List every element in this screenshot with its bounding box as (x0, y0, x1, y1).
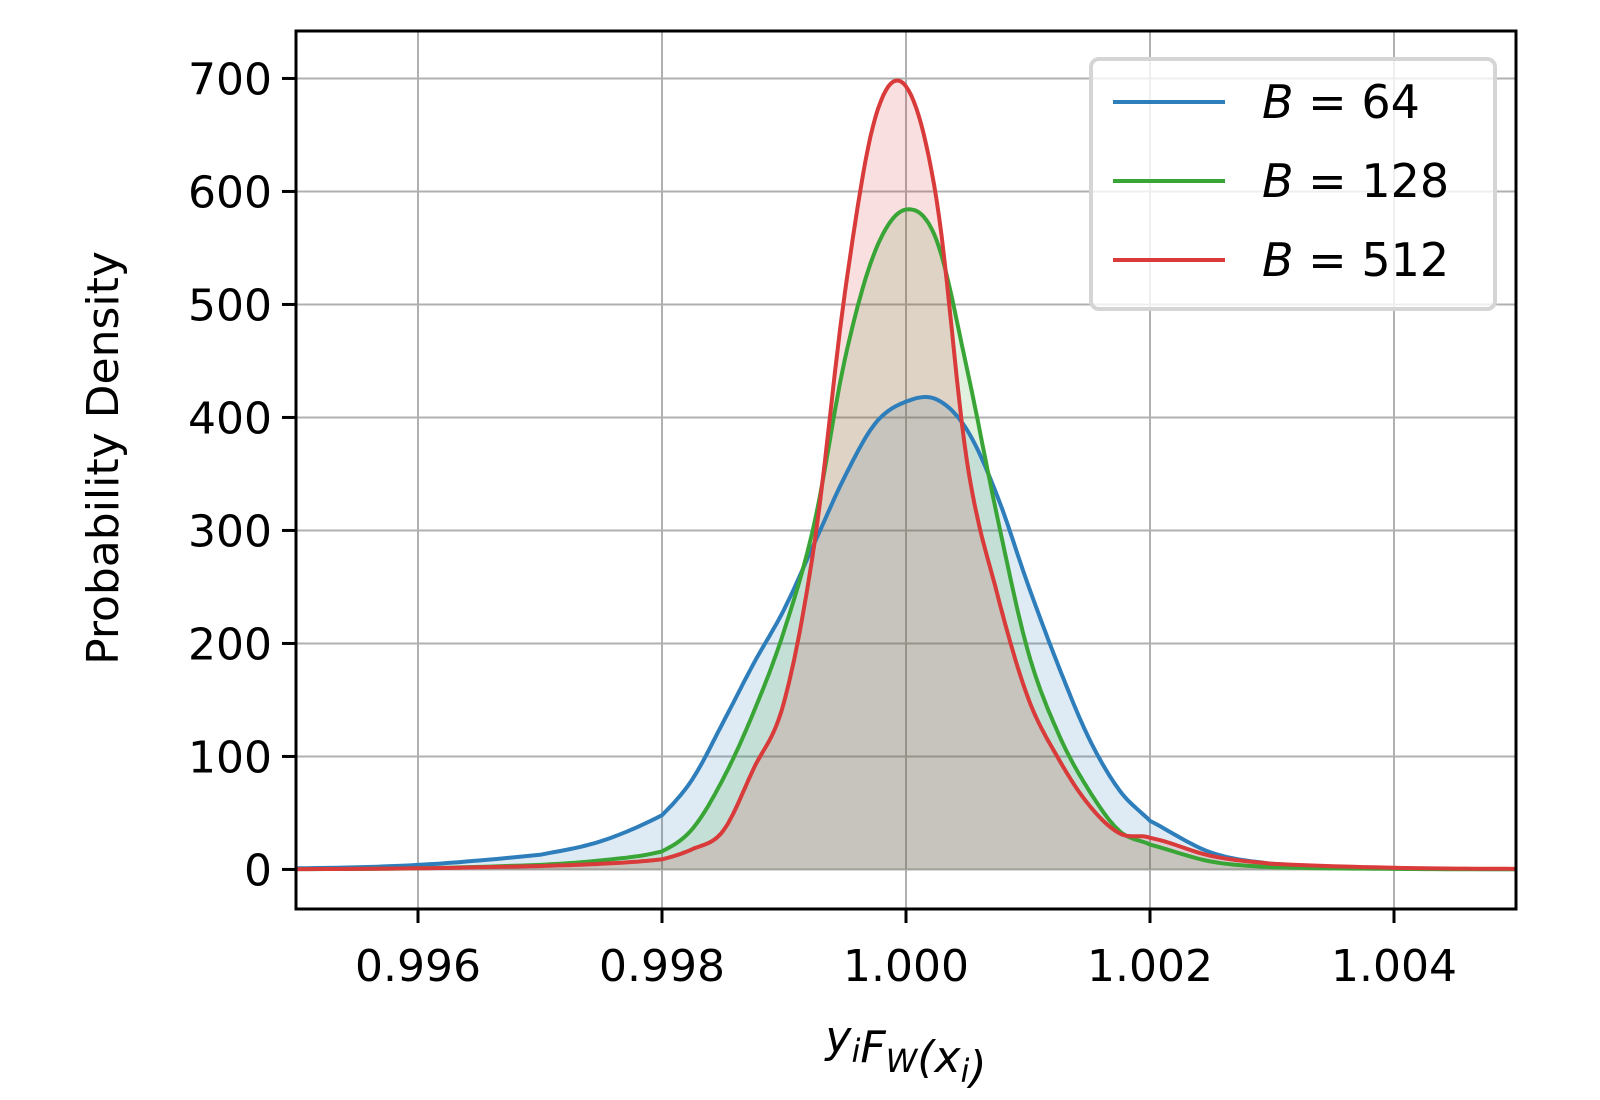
y-axis-label: Probability Density (78, 251, 129, 665)
series-fill-1 (296, 209, 1516, 870)
series-line-2 (296, 78, 1517, 872)
series-line-1 (296, 207, 1516, 872)
y-tick-label: 700 (188, 54, 272, 105)
legend-label: B = 64 (1262, 75, 1420, 129)
y-tick-label: 300 (188, 506, 272, 557)
series-fill-2 (296, 80, 1516, 870)
y-tick-label: 200 (188, 619, 272, 670)
axis-ticks: 0.996 0.998 1.000 1.002 1.004 0 100 200 300 400 50… (188, 54, 1457, 992)
legend: B = 64 B = 128 B = 512 (1089, 57, 1497, 311)
series-fills (296, 80, 1516, 870)
series-fill-0 (296, 397, 1516, 870)
x-tick-label: 1.004 (1331, 941, 1457, 992)
x-tick-label: 0.996 (355, 941, 481, 992)
series-line-0 (295, 395, 1516, 872)
series-lines (295, 78, 1517, 872)
y-tick-label: 600 (188, 167, 272, 218)
y-tick-label: 500 (188, 280, 272, 331)
x-tick-label: 0.998 (599, 941, 725, 992)
x-tick-label: 1.002 (1087, 941, 1213, 992)
y-tick-label: 100 (188, 732, 272, 783)
y-tick-label: 400 (188, 393, 272, 444)
x-tick-label: 1.000 (843, 941, 969, 992)
legend-box (1089, 57, 1497, 311)
x-axis-label: yiFW(xi) (823, 1012, 986, 1093)
y-tick-label: 0 (244, 845, 272, 896)
legend-label: B = 512 (1262, 233, 1449, 287)
legend-label: B = 128 (1262, 154, 1449, 208)
